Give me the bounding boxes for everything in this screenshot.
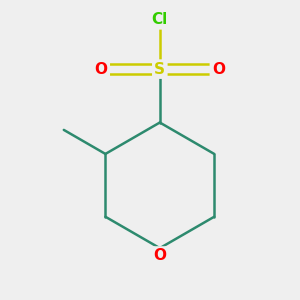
- Text: O: O: [212, 61, 225, 76]
- Text: O: O: [153, 248, 166, 263]
- Text: Cl: Cl: [152, 12, 168, 27]
- Text: O: O: [95, 61, 108, 76]
- Text: S: S: [154, 61, 165, 76]
